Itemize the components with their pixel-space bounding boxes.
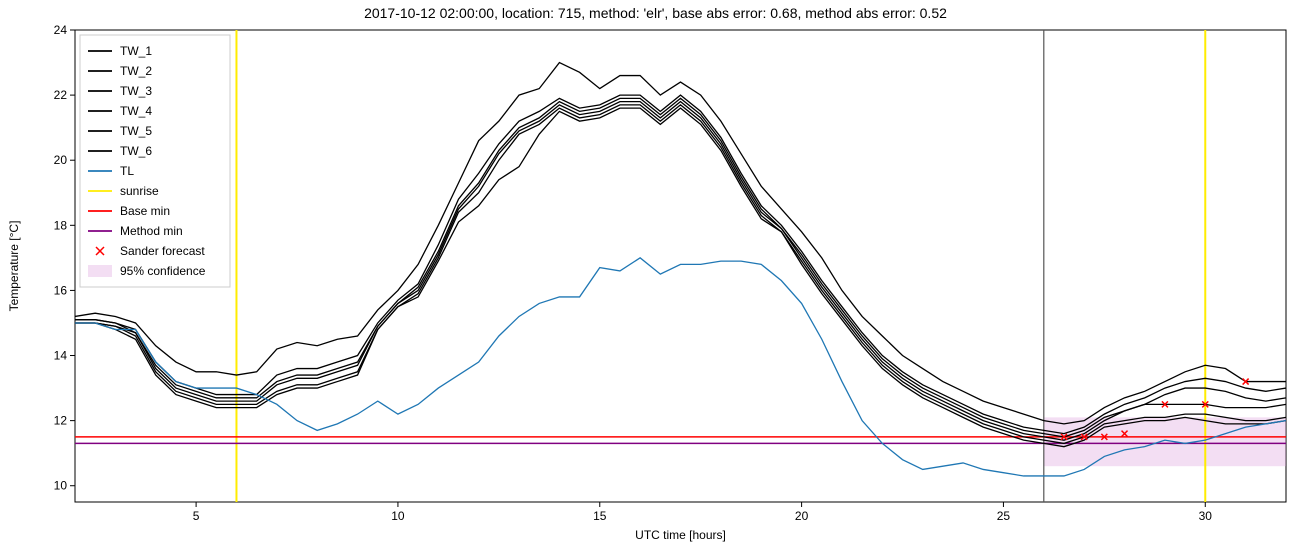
legend-label: Base min [120,204,170,218]
x-tick-label: 20 [795,509,809,523]
chart-title: 2017-10-12 02:00:00, location: 715, meth… [364,5,947,21]
y-tick-label: 20 [54,153,68,167]
x-axis-label: UTC time [hours] [635,528,726,542]
legend: TW_1 TW_2 TW_3 TW_4 TW_5 TW_6 TL sunrise Base mi… [80,35,230,287]
x-tick-label: 10 [391,509,405,523]
legend-label: TW_2 [120,64,152,78]
y-tick-label: 16 [54,283,68,297]
chart-container: 2017-10-12 02:00:00, location: 715, meth… [0,0,1311,547]
legend-label: TW_4 [120,104,152,118]
legend-label: Method min [120,224,183,238]
y-tick-label: 10 [54,479,68,493]
x-tick-label: 25 [997,509,1011,523]
y-tick-label: 22 [54,88,68,102]
y-tick-label: 14 [54,349,68,363]
temperature-chart: 2017-10-12 02:00:00, location: 715, meth… [0,0,1311,547]
legend-swatch [88,265,112,277]
y-tick-label: 24 [54,23,68,37]
legend-label: TW_5 [120,124,152,138]
x-tick-label: 5 [193,509,200,523]
y-tick-label: 12 [54,414,68,428]
x-tick-label: 30 [1199,509,1213,523]
legend-label: TW_6 [120,144,152,158]
y-tick-label: 18 [54,218,68,232]
legend-label: sunrise [120,184,159,198]
legend-label: 95% confidence [120,264,206,278]
legend-label: TL [120,164,134,178]
x-tick-label: 15 [593,509,607,523]
legend-label: Sander forecast [120,244,205,258]
legend-label: TW_1 [120,44,152,58]
legend-label: TW_3 [120,84,152,98]
y-axis-label: Temperature [°C] [7,221,21,312]
